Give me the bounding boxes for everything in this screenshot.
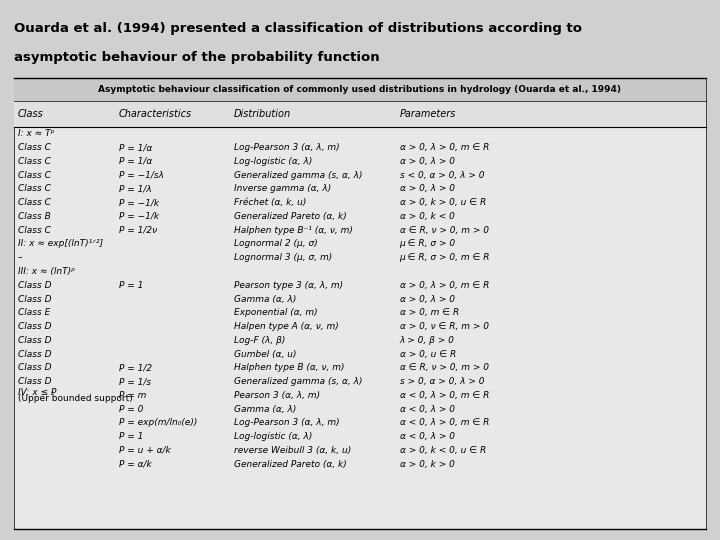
Text: Parameters: Parameters xyxy=(400,109,456,119)
Text: Log-logistic (α, λ): Log-logistic (α, λ) xyxy=(234,157,312,166)
Text: Class: Class xyxy=(18,109,44,119)
Text: α > 0, u ∈ R: α > 0, u ∈ R xyxy=(400,349,456,359)
Text: Halpen type A (α, ν, m): Halpen type A (α, ν, m) xyxy=(234,322,338,331)
Text: Log-Pearson 3 (α, λ, m): Log-Pearson 3 (α, λ, m) xyxy=(234,143,340,152)
Text: P = 1: P = 1 xyxy=(119,432,143,441)
Text: α > 0, λ > 0, m ∈ R: α > 0, λ > 0, m ∈ R xyxy=(400,281,489,290)
Text: P = exp(m/ln₀(e)): P = exp(m/ln₀(e)) xyxy=(119,418,197,428)
Text: Distribution: Distribution xyxy=(234,109,291,119)
Text: α < 0, λ > 0, m ∈ R: α < 0, λ > 0, m ∈ R xyxy=(400,418,489,428)
Text: P = 1/2: P = 1/2 xyxy=(119,363,152,373)
Text: s < 0, α > 0, λ > 0: s < 0, α > 0, λ > 0 xyxy=(400,171,484,180)
Text: α > 0, k < 0, u ∈ R: α > 0, k < 0, u ∈ R xyxy=(400,446,486,455)
Text: P = −1/k: P = −1/k xyxy=(119,198,159,207)
Text: Gamma (α, λ): Gamma (α, λ) xyxy=(234,404,297,414)
Text: Halphen type B⁻¹ (α, ν, m): Halphen type B⁻¹ (α, ν, m) xyxy=(234,226,353,235)
Text: Generalized gamma (s, α, λ): Generalized gamma (s, α, λ) xyxy=(234,171,362,180)
Text: Pearson 3 (α, λ, m): Pearson 3 (α, λ, m) xyxy=(234,391,320,400)
Text: Class D: Class D xyxy=(18,294,52,303)
Text: Class C: Class C xyxy=(18,157,51,166)
Text: IV: x ≤ P: IV: x ≤ P xyxy=(18,388,56,397)
Text: Log-Pearson 3 (α, λ, m): Log-Pearson 3 (α, λ, m) xyxy=(234,418,340,428)
Text: P = 0: P = 0 xyxy=(119,404,143,414)
Text: Pearson type 3 (α, λ, m): Pearson type 3 (α, λ, m) xyxy=(234,281,343,290)
Text: Characteristics: Characteristics xyxy=(119,109,192,119)
Text: Class C: Class C xyxy=(18,198,51,207)
Text: Lognormal 2 (μ, σ): Lognormal 2 (μ, σ) xyxy=(234,239,318,248)
Text: Exponential (α, m): Exponential (α, m) xyxy=(234,308,318,318)
Text: P = m: P = m xyxy=(119,391,146,400)
Text: α > 0, λ > 0: α > 0, λ > 0 xyxy=(400,157,454,166)
Text: α < 0, λ > 0: α < 0, λ > 0 xyxy=(400,404,454,414)
Text: Class D: Class D xyxy=(18,363,52,373)
Text: Lognormal 3 (μ, σ, m): Lognormal 3 (μ, σ, m) xyxy=(234,253,332,262)
Text: α > 0, k > 0, u ∈ R: α > 0, k > 0, u ∈ R xyxy=(400,198,486,207)
Text: Inverse gamma (α, λ): Inverse gamma (α, λ) xyxy=(234,184,331,193)
Text: (Upper bounded support): (Upper bounded support) xyxy=(18,394,132,403)
Text: II: x ≈ exp[(lnT)¹ᐟ²]: II: x ≈ exp[(lnT)¹ᐟ²] xyxy=(18,239,103,248)
Text: α < 0, λ > 0, m ∈ R: α < 0, λ > 0, m ∈ R xyxy=(400,391,489,400)
Text: P = −1/sλ: P = −1/sλ xyxy=(119,171,163,180)
Text: α > 0, k > 0: α > 0, k > 0 xyxy=(400,460,454,469)
Text: –: – xyxy=(18,253,22,262)
Text: α > 0, λ > 0: α > 0, λ > 0 xyxy=(400,294,454,303)
Text: α < 0, λ > 0: α < 0, λ > 0 xyxy=(400,432,454,441)
Text: Class C: Class C xyxy=(18,143,51,152)
Text: III: x ≈ (lnT)ᵖ: III: x ≈ (lnT)ᵖ xyxy=(18,267,75,276)
Text: I: x ≈ Tᵖ: I: x ≈ Tᵖ xyxy=(18,129,55,138)
Text: asymptotic behaviour of the probability function: asymptotic behaviour of the probability … xyxy=(14,51,380,64)
Text: Class C: Class C xyxy=(18,171,51,180)
Text: Asymptotic behaviour classification of commonly used distributions in hydrology : Asymptotic behaviour classification of c… xyxy=(99,85,621,94)
Text: μ ∈ R, σ > 0, m ∈ R: μ ∈ R, σ > 0, m ∈ R xyxy=(400,253,490,262)
Text: Class D: Class D xyxy=(18,281,52,290)
Text: Class E: Class E xyxy=(18,308,50,318)
Text: λ > 0, β > 0: λ > 0, β > 0 xyxy=(400,336,454,345)
Text: Class D: Class D xyxy=(18,336,52,345)
Text: s > 0, α > 0, λ > 0: s > 0, α > 0, λ > 0 xyxy=(400,377,484,386)
Text: reverse Weibull 3 (α, k, u): reverse Weibull 3 (α, k, u) xyxy=(234,446,351,455)
Text: P = 1: P = 1 xyxy=(119,281,143,290)
Text: α > 0, λ > 0, m ∈ R: α > 0, λ > 0, m ∈ R xyxy=(400,143,489,152)
Text: Class D: Class D xyxy=(18,377,52,386)
Text: Class D: Class D xyxy=(18,322,52,331)
Text: α > 0, ν ∈ R, m > 0: α > 0, ν ∈ R, m > 0 xyxy=(400,322,489,331)
Text: Halphen type B (α, ν, m): Halphen type B (α, ν, m) xyxy=(234,363,344,373)
Text: P = 1/α: P = 1/α xyxy=(119,143,152,152)
Text: Class B: Class B xyxy=(18,212,50,221)
Text: Generalized Pareto (α, k): Generalized Pareto (α, k) xyxy=(234,212,347,221)
Text: Log-F (λ, β): Log-F (λ, β) xyxy=(234,336,285,345)
Text: α ∈ R, ν > 0, m > 0: α ∈ R, ν > 0, m > 0 xyxy=(400,363,489,373)
Text: P = 1/α: P = 1/α xyxy=(119,157,152,166)
Text: Log-logistic (α, λ): Log-logistic (α, λ) xyxy=(234,432,312,441)
Text: Class D: Class D xyxy=(18,349,52,359)
Text: α > 0, m ∈ R: α > 0, m ∈ R xyxy=(400,308,459,318)
Text: Fréchet (α, k, u): Fréchet (α, k, u) xyxy=(234,198,307,207)
Text: Ouarda et al. (1994) presented a classification of distributions according to: Ouarda et al. (1994) presented a classif… xyxy=(14,22,582,35)
Text: Class C: Class C xyxy=(18,184,51,193)
Text: Class C: Class C xyxy=(18,226,51,235)
Text: α > 0, k < 0: α > 0, k < 0 xyxy=(400,212,454,221)
Text: μ ∈ R, σ > 0: μ ∈ R, σ > 0 xyxy=(400,239,456,248)
Text: α > 0, λ > 0: α > 0, λ > 0 xyxy=(400,184,454,193)
Text: P = α/k: P = α/k xyxy=(119,460,151,469)
Text: P = 1/2ν: P = 1/2ν xyxy=(119,226,157,235)
Text: Generalized gamma (s, α, λ): Generalized gamma (s, α, λ) xyxy=(234,377,362,386)
Text: P = 1/s: P = 1/s xyxy=(119,377,151,386)
Text: Gumbel (α, u): Gumbel (α, u) xyxy=(234,349,297,359)
Text: Generalized Pareto (α, k): Generalized Pareto (α, k) xyxy=(234,460,347,469)
Text: α ∈ R, ν > 0, m > 0: α ∈ R, ν > 0, m > 0 xyxy=(400,226,489,235)
Text: P = 1/λ: P = 1/λ xyxy=(119,184,151,193)
Text: P = −1/k: P = −1/k xyxy=(119,212,159,221)
Text: Gamma (α, λ): Gamma (α, λ) xyxy=(234,294,297,303)
Text: P = u + α/k: P = u + α/k xyxy=(119,446,171,455)
